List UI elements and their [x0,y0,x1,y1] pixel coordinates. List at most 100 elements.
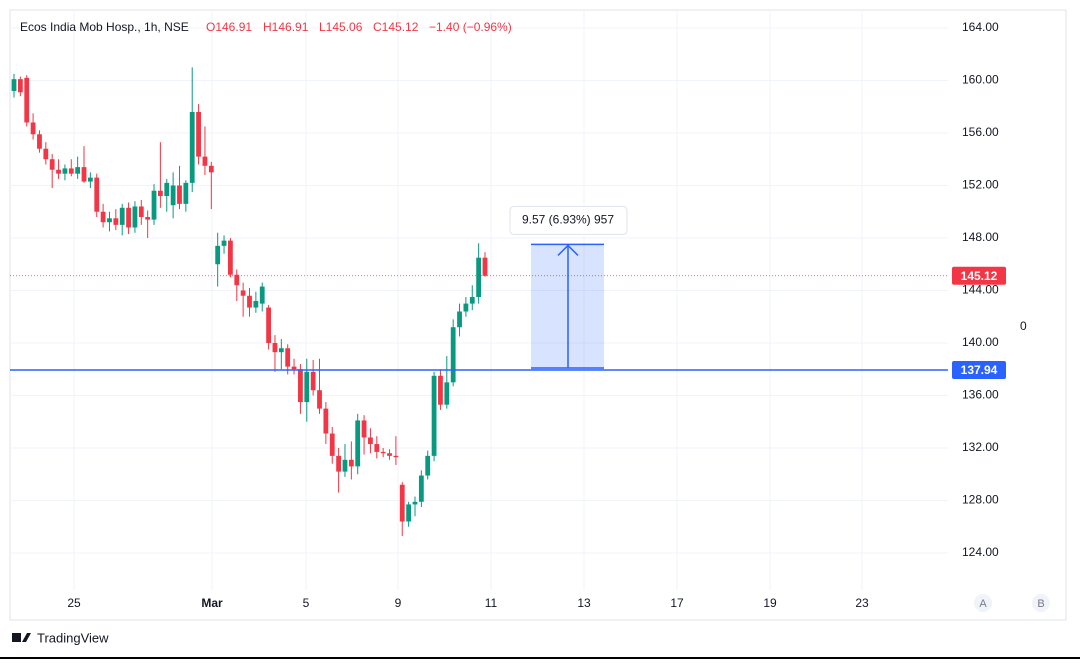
candle-body [87,177,93,182]
candle-body [374,444,380,452]
y-tick-label: 140.00 [962,335,999,349]
candle-body [418,475,424,502]
candle-body [81,167,87,182]
candle-body [208,165,214,173]
candle-body [56,169,61,174]
y-tick-label: 136.00 [962,388,999,402]
candle-body [406,504,412,522]
side-value: 0 [1020,319,1027,333]
y-tick-label: 160.00 [962,73,999,87]
x-tick-label: 13 [577,596,591,610]
candle-body [380,451,386,454]
candle-body [336,455,342,472]
measure-label-box [509,205,628,235]
candle-body [259,286,265,304]
candle-body [438,375,443,405]
candle-body [17,79,23,93]
candle-body [170,185,176,206]
y-tick-label: 164.00 [962,20,999,34]
candle-body [240,290,246,296]
candle-body [304,371,310,403]
candle-body [476,257,482,298]
candle-body [138,206,144,217]
candle-body [463,303,469,312]
measure-arrowhead [557,244,579,256]
candle-body [177,185,182,204]
candle-body [278,348,284,353]
measure-label: 9.57 (6.93%) 957 [522,213,614,227]
candle-body [62,168,68,174]
candle-body [310,371,316,391]
candle-body [157,190,163,196]
candle-body [119,207,125,225]
header-open: O146.91 [206,20,252,34]
candle-body [234,274,240,286]
candle-body [189,111,195,183]
scale-button[interactable] [974,594,992,612]
y-tick-label: 128.00 [962,493,999,507]
x-tick-label: Mar [201,596,223,610]
brand-logo [12,633,31,642]
y-tick-label: 144.00 [962,283,999,297]
chart-frame [9,9,1067,621]
candle-body [323,408,329,434]
candle-body [24,77,30,123]
candle-body [215,245,221,265]
x-tick-label: 25 [67,596,81,610]
candle-body [399,484,405,522]
candle-body [11,79,17,91]
x-tick-label: 23 [855,596,869,610]
candle-body [368,437,373,445]
candle-body [412,501,418,505]
y-tick-label: 132.00 [962,440,999,454]
y-tick-label: 156.00 [962,125,999,139]
y-tick-label: 152.00 [962,178,999,192]
candle-body [393,455,399,458]
candle-body [75,167,81,174]
scale-button-label[interactable]: B [1037,598,1044,610]
candle-body [355,420,361,467]
candle-body [100,211,106,223]
candle-body [126,207,131,228]
candle-body [342,459,348,472]
candle-body [145,216,151,220]
candle-body [482,257,488,276]
candle-body [291,366,297,370]
candle-body [444,382,450,405]
candle-body [202,156,208,166]
header-close: C145.12 [373,20,419,34]
scale-button[interactable] [1032,594,1050,612]
candle-body [317,390,322,409]
x-tick-label: 17 [670,596,684,610]
x-tick-label: 5 [303,596,310,610]
y-tick-label: 124.00 [962,545,999,559]
candle-body [457,311,462,328]
hline-tag [952,361,1006,380]
header-low: L145.06 [319,20,363,34]
candle-body [425,455,431,476]
candle-body [247,295,252,308]
scale-button-label[interactable]: A [979,598,987,610]
candle-body [329,433,335,456]
candle-body [183,182,189,204]
y-tick-label: 148.00 [962,230,999,244]
x-tick-label: 19 [763,596,777,610]
candle-body [151,190,157,220]
candle-body [431,375,437,456]
candle-body [387,453,392,456]
last-price-tag [952,266,1006,285]
x-tick-label: 9 [395,596,402,610]
candle-body [43,148,49,160]
last-price-label: 145.12 [961,269,998,283]
candle-body [298,369,303,403]
candle-body [113,218,119,225]
candle-body [228,240,233,275]
candle-body [450,327,456,383]
candle-body [30,122,36,135]
header-high: H146.91 [263,20,309,34]
brand: TradingView [37,630,109,645]
candle-body [266,307,271,343]
candle-body [348,459,354,467]
symbol: Ecos India Mob Hosp., 1h, NSE [20,20,189,34]
